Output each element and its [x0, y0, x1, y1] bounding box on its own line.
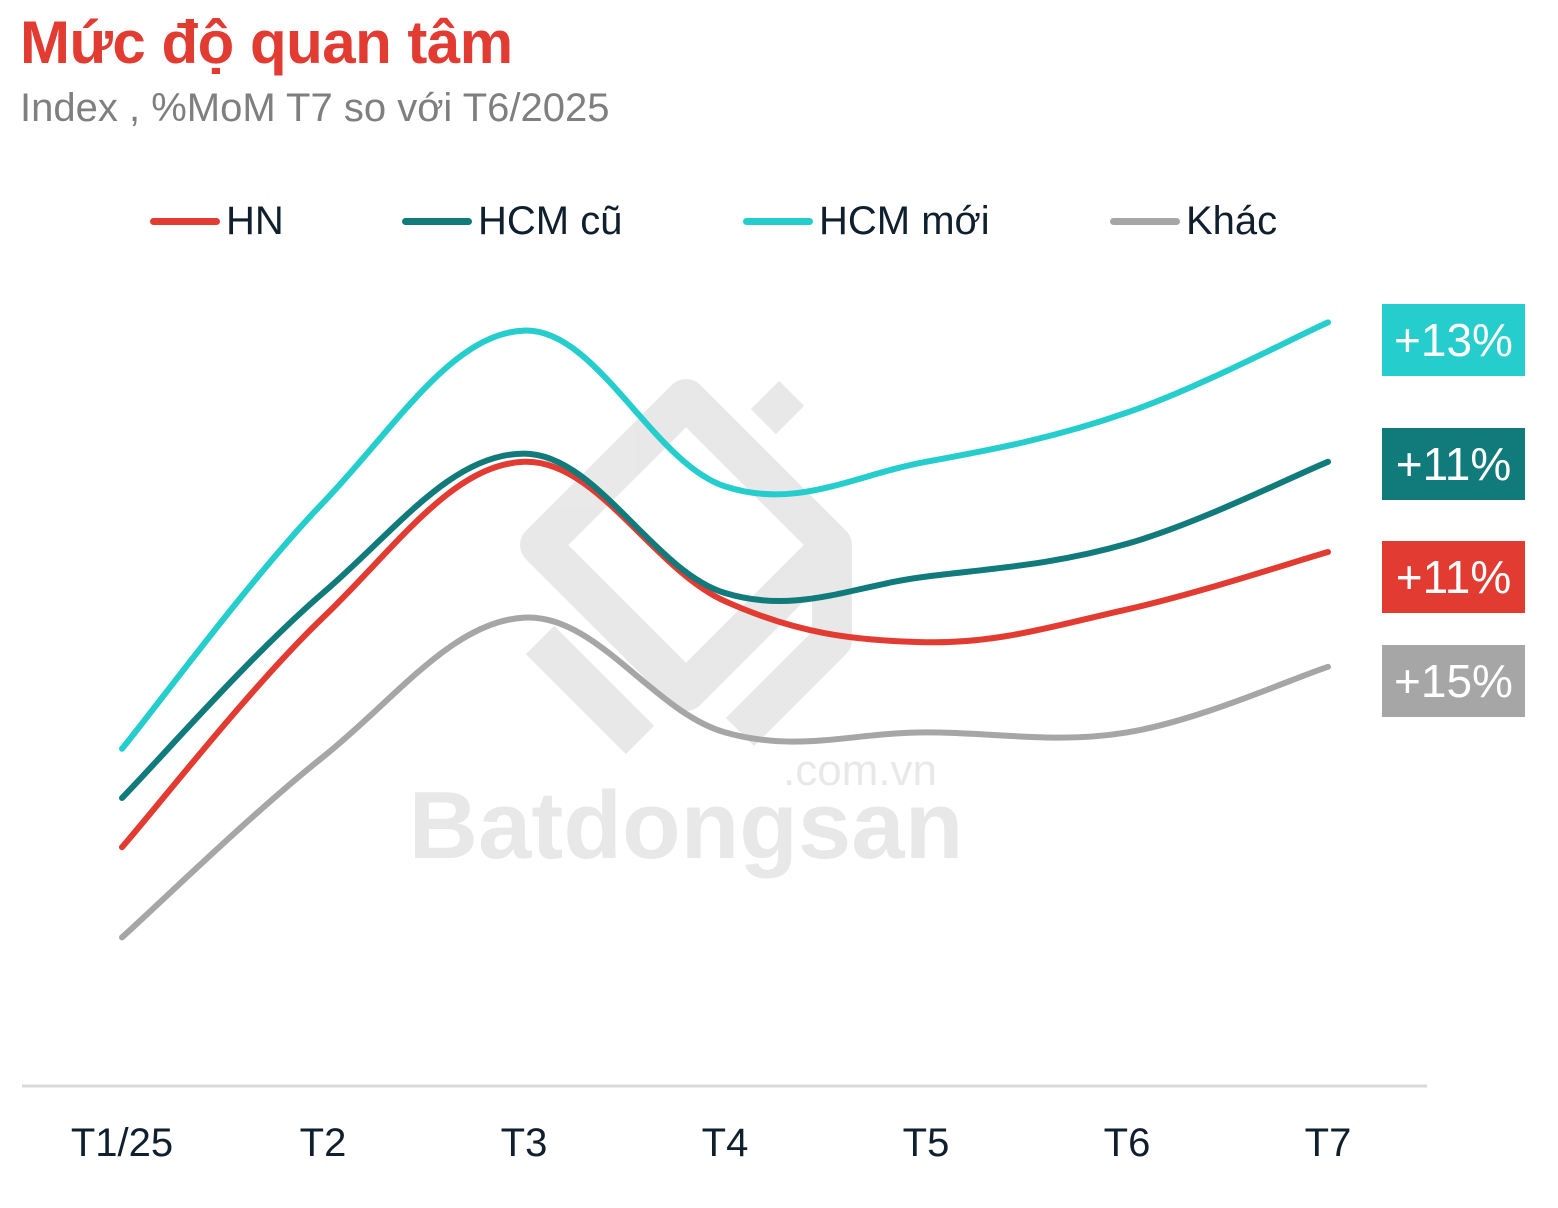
watermark: .com.vn Batdongsan [409, 379, 964, 879]
legend-swatch-hn [150, 217, 220, 225]
x-tick-label: T3 [501, 1121, 548, 1165]
x-axis-ticks: T1/25 T2 T3 T4 T5 T6 T7 [71, 1121, 1351, 1165]
legend-label-khac: Khác [1186, 198, 1278, 243]
series-line-hn [119, 458, 1331, 851]
series-line-hcm-moi [119, 319, 1331, 752]
series-lines [119, 319, 1331, 941]
legend-label-hn: HN [226, 198, 284, 243]
legend-swatch-hcm-moi [743, 217, 813, 225]
change-badge-hcm-moi: +13% [1382, 304, 1525, 376]
chart-subtitle: Index , %MoM T7 so với T6/2025 [20, 86, 610, 130]
x-tick-label: T5 [903, 1121, 950, 1165]
x-tick-label: T1/25 [71, 1121, 173, 1165]
legend-item-hcm-moi: HCM mới [743, 196, 990, 246]
legend-item-khac: Khác [1110, 196, 1277, 246]
series-line-hcm-cu [119, 450, 1331, 801]
x-tick-label: T7 [1305, 1121, 1352, 1165]
legend-swatch-hcm-cu [402, 217, 472, 225]
legend-label-hcm-cu: HCM cũ [478, 198, 623, 243]
series-line-khac [119, 614, 1331, 941]
legend-swatch-khac [1110, 217, 1180, 225]
x-tick-label: T6 [1104, 1121, 1151, 1165]
chart-title: Mức độ quan tâm [20, 9, 513, 76]
x-tick-label: T2 [300, 1121, 347, 1165]
watermark-logo-icon [520, 379, 852, 755]
change-badge-khac: +15% [1382, 645, 1525, 717]
change-badge-hcm-cu: +11% [1382, 428, 1525, 500]
change-badge-hn: +11% [1382, 541, 1525, 613]
x-tick-label: T4 [702, 1121, 749, 1165]
legend-item-hcm-cu: HCM cũ [402, 196, 622, 246]
watermark-domain: .com.vn [783, 746, 937, 795]
watermark-brand: Batdongsan [409, 772, 964, 879]
legend-label-hcm-moi: HCM mới [819, 198, 990, 243]
legend-item-hn: HN [150, 196, 284, 246]
